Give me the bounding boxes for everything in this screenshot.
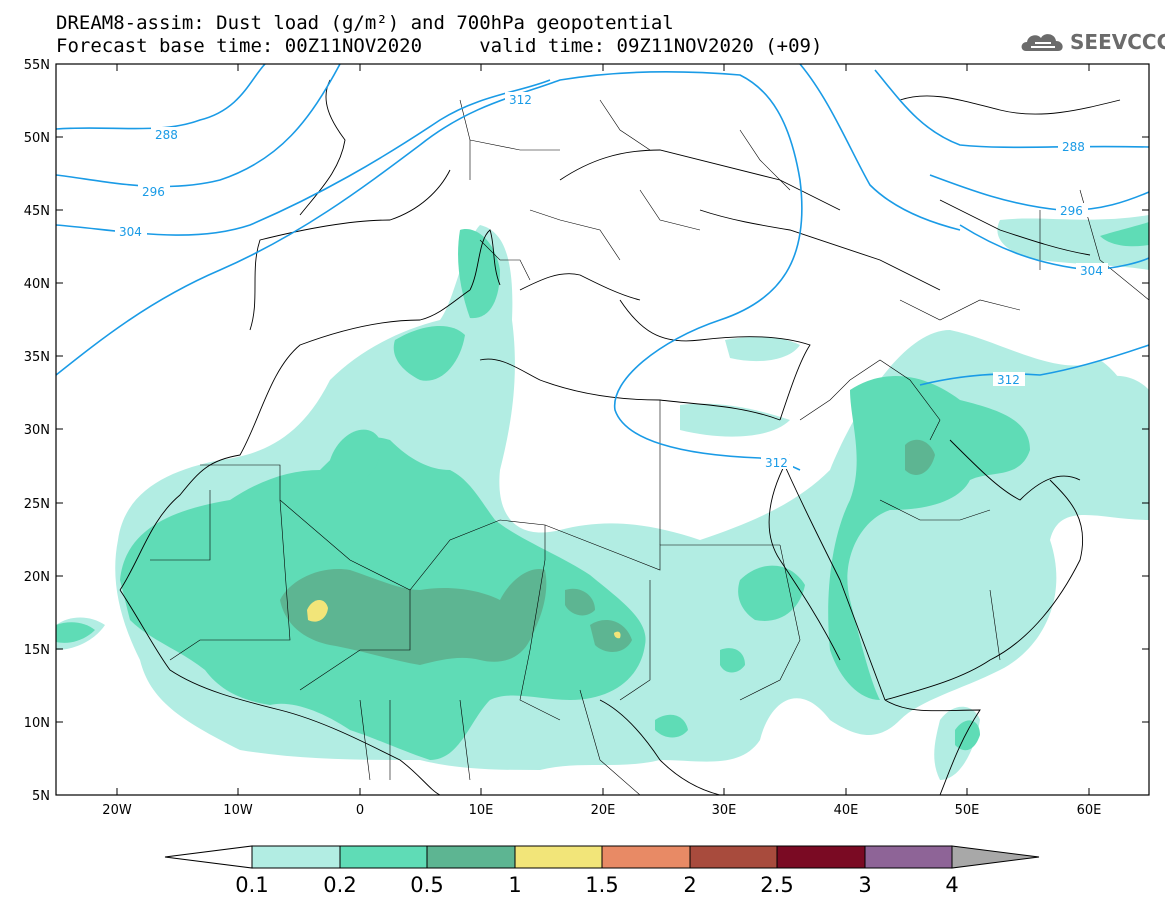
lat-label: 40N: [24, 277, 50, 292]
contour-label-304-east: 304: [1080, 264, 1103, 278]
colorbar-label: 2: [683, 873, 696, 897]
colorbar: 0.1 0.2 0.5 1 1.5 2 2.5 3 4: [164, 845, 1040, 897]
colorbar-swatch: [251, 845, 341, 869]
colorbar-low-arrow: [164, 845, 253, 869]
contour-label-312-east: 312: [997, 373, 1020, 387]
map-area: [56, 64, 1149, 795]
contour-label-288-east: 288: [1062, 140, 1085, 154]
lon-label: 20E: [591, 803, 616, 818]
contour-label-312-north: 312: [509, 93, 532, 107]
lon-label: 20W: [102, 803, 132, 818]
lat-label: 25N: [24, 497, 50, 512]
contour-label-288-west: 288: [155, 128, 178, 142]
seevccc-logo: SEEVCCC: [1018, 29, 1165, 57]
contour-label-304-west: 304: [119, 225, 142, 239]
colorbar-label: 0.2: [323, 873, 356, 897]
lat-label: 5N: [32, 789, 50, 804]
lat-label: 30N: [24, 423, 50, 438]
longitude-axis: 20W 10W 0 10E 20E 30E 40E 50E 60E: [102, 64, 1101, 818]
coastlines: [56, 79, 1121, 795]
lat-label: 55N: [24, 58, 50, 73]
colorbar-label: 2.5: [760, 873, 793, 897]
colorbar-label: 0.5: [410, 873, 443, 897]
cloud-icon: [1021, 34, 1063, 51]
contour-labels: 288 296 304 312 312 312 288 296 304: [115, 92, 1108, 470]
colorbar-swatch: [514, 845, 603, 869]
colorbar-swatch: [426, 845, 516, 869]
contour-label-296-west: 296: [142, 185, 165, 199]
logo-text: SEEVCCC: [1070, 30, 1165, 54]
contour-label-312-egypt: 312: [765, 456, 788, 470]
colorbar-high-arrow: [951, 845, 1040, 869]
colorbar-label: 3: [858, 873, 871, 897]
dust-layer-1: [307, 599, 621, 639]
map-title: DREAM8-assim: Dust load (g/m²) and 700hP…: [56, 12, 674, 34]
colorbar-label: 0.1: [235, 873, 268, 897]
colorbar-swatch: [776, 845, 866, 869]
colorbar-label: 1: [508, 873, 521, 897]
lon-label: 10W: [223, 803, 253, 818]
lon-label: 30E: [712, 803, 737, 818]
lat-label: 10N: [24, 716, 50, 731]
colorbar-label: 4: [945, 873, 958, 897]
lon-label: 0: [356, 803, 364, 818]
colorbar-label: 1.5: [585, 873, 618, 897]
dust-layer-0-5: [280, 439, 935, 665]
lon-label: 50E: [955, 803, 980, 818]
contour-label-296-east: 296: [1060, 204, 1083, 218]
colorbar-swatch: [864, 845, 953, 869]
forecast-time-line: Forecast base time: 00Z11NOV2020 valid t…: [56, 35, 823, 57]
colorbar-swatch: [339, 845, 428, 869]
lat-label: 20N: [24, 570, 50, 585]
lat-label: 35N: [24, 350, 50, 365]
lat-label: 50N: [24, 131, 50, 146]
colorbar-swatch: [689, 845, 778, 869]
lat-label: 15N: [24, 643, 50, 658]
lon-label: 10E: [469, 803, 494, 818]
latitude-axis: 55N 50N 45N 40N 35N 30N 25N 20N 15N 10N …: [24, 58, 1149, 804]
lat-label: 45N: [24, 204, 50, 219]
lon-label: 60E: [1077, 803, 1102, 818]
lon-label: 40E: [834, 803, 859, 818]
colorbar-swatch: [601, 845, 691, 869]
